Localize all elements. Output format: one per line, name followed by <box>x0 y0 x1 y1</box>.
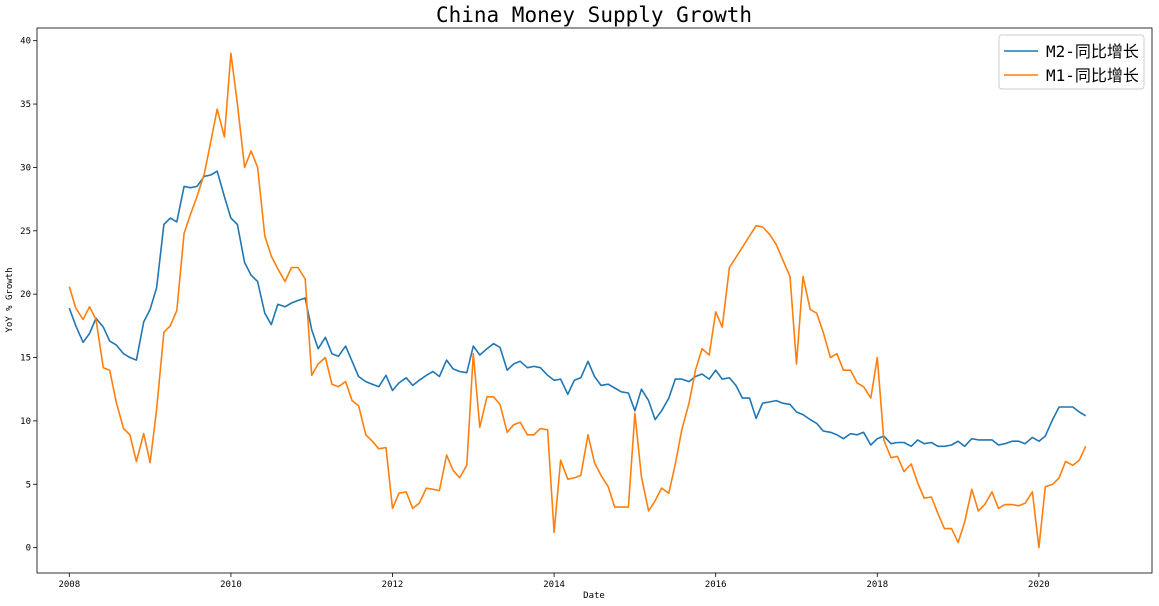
x-tick: 2010 <box>220 573 242 590</box>
y-axis: 0 5 10 15 20 25 30 35 40 <box>20 37 37 554</box>
y-tick-label: 15 <box>20 354 31 364</box>
y-tick: 20 <box>20 290 37 300</box>
y-tick: 10 <box>20 417 37 427</box>
y-tick-label: 20 <box>20 290 31 300</box>
series-line-m1 <box>68 52 1087 549</box>
x-tick-label: 2010 <box>220 580 242 590</box>
y-tick: 30 <box>20 163 37 173</box>
y-tick-label: 35 <box>20 100 31 110</box>
y-tick-label: 0 <box>26 544 31 554</box>
x-axis: 2008 2010 2012 2014 2016 2018 2020 <box>58 573 1050 590</box>
x-tick: 2020 <box>1028 573 1050 590</box>
x-tick-label: 2016 <box>705 580 727 590</box>
y-tick-label: 10 <box>20 417 31 427</box>
x-tick: 2008 <box>58 573 80 590</box>
x-tick: 2012 <box>382 573 404 590</box>
legend: M2-同比增长 M1-同比增长 <box>998 34 1145 90</box>
y-tick: 25 <box>20 227 37 237</box>
plot-area <box>36 27 1153 574</box>
legend-label: M2-同比增长 <box>1046 42 1139 61</box>
x-tick-label: 2018 <box>866 580 888 590</box>
y-tick: 40 <box>20 37 37 47</box>
y-axis-label: YoY % Growth <box>5 267 15 332</box>
y-tick-label: 40 <box>20 37 31 47</box>
y-tick-label: 5 <box>26 480 31 490</box>
x-tick: 2018 <box>866 573 888 590</box>
series-lines <box>68 52 1087 549</box>
x-tick-label: 2020 <box>1028 580 1050 590</box>
x-tick-label: 2008 <box>58 580 80 590</box>
x-tick: 2014 <box>543 573 565 590</box>
y-tick-label: 30 <box>20 163 31 173</box>
x-tick-label: 2014 <box>543 580 565 590</box>
y-tick: 5 <box>26 480 37 490</box>
y-tick: 35 <box>20 100 37 110</box>
y-tick: 0 <box>26 544 37 554</box>
x-tick: 2016 <box>705 573 727 590</box>
x-tick-label: 2012 <box>382 580 404 590</box>
y-tick-label: 25 <box>20 227 31 237</box>
x-axis-label: Date <box>583 591 605 601</box>
chart-title: China Money Supply Growth <box>436 3 752 27</box>
legend-label: M1-同比增长 <box>1046 66 1139 85</box>
y-tick: 15 <box>20 354 37 364</box>
series-line-m2 <box>68 170 1087 448</box>
